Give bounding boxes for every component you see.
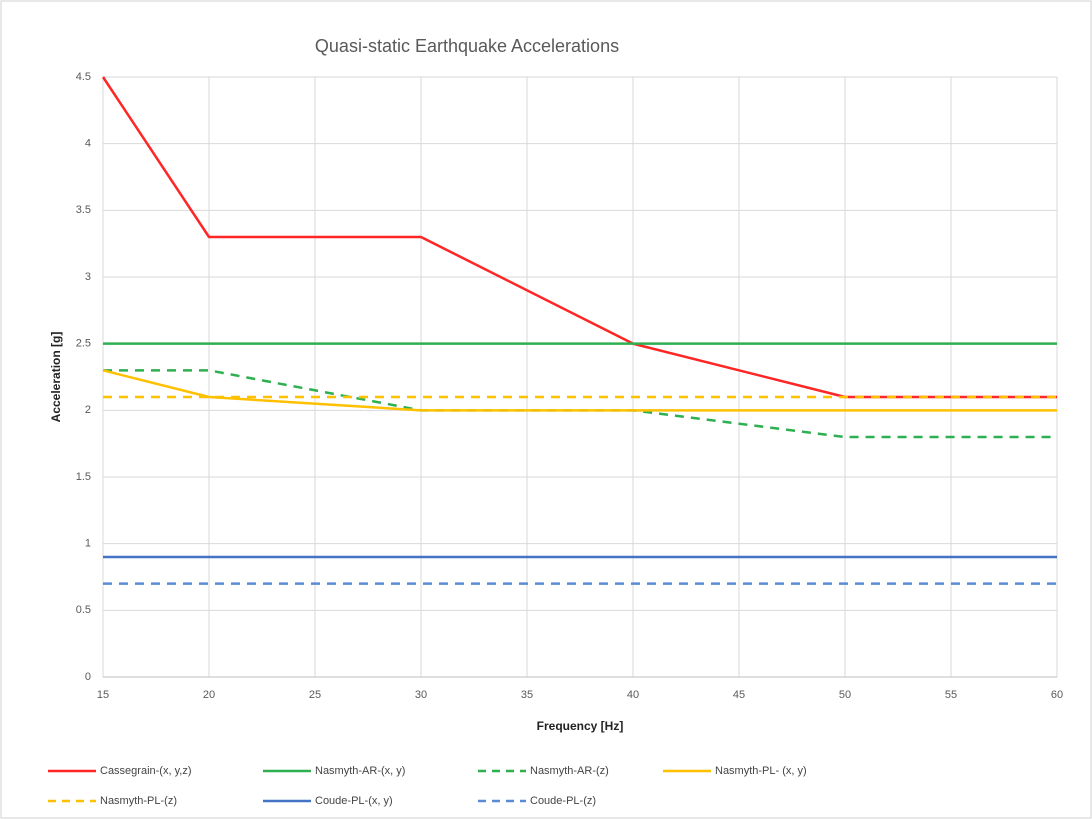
legend-label: Nasmyth-AR-(z): [530, 765, 609, 777]
x-tick-label: 25: [309, 689, 321, 701]
x-tick-label: 40: [627, 689, 639, 701]
x-tick-label: 45: [733, 689, 745, 701]
y-tick-label: 3.5: [76, 204, 91, 216]
data-line: [101, 76, 1057, 399]
y-tick-label: 0: [85, 671, 91, 683]
x-tick-label: 30: [415, 689, 427, 701]
y-tick-label: 4.5: [76, 71, 91, 83]
x-tick-label: 15: [97, 689, 109, 701]
y-tick-label: 2: [85, 404, 91, 416]
x-tick-label: 50: [839, 689, 851, 701]
data-line: [103, 369, 1057, 439]
y-tick-label: 1: [85, 538, 91, 550]
y-tick-label: 3: [85, 271, 91, 283]
legend-label: Coude-PL-(x, y): [315, 795, 393, 807]
legend-label: Coude-PL-(z): [530, 795, 596, 807]
x-tick-label: 55: [945, 689, 957, 701]
y-tick-label: 2.5: [76, 338, 91, 350]
chart-title: Quasi-static Earthquake Accelerations: [315, 36, 619, 56]
y-tick-label: 0.5: [76, 604, 91, 616]
x-tick-label: 20: [203, 689, 215, 701]
x-tick-label: 60: [1051, 689, 1063, 701]
y-tick-label: 4: [85, 138, 91, 150]
y-axis-title: Acceleration [g]: [49, 332, 63, 423]
legend-label: Nasmyth-PL-(z): [100, 795, 177, 807]
x-tick-label: 35: [521, 689, 533, 701]
legend-label: Cassegrain-(x, y,z): [100, 765, 191, 777]
data-line: [102, 369, 1057, 412]
x-axis-title: Frequency [Hz]: [537, 719, 624, 733]
legend-label: Nasmyth-PL- (x, y): [715, 765, 807, 777]
y-tick-label: 1.5: [76, 471, 91, 483]
legend-label: Nasmyth-AR-(x, y): [315, 765, 405, 777]
